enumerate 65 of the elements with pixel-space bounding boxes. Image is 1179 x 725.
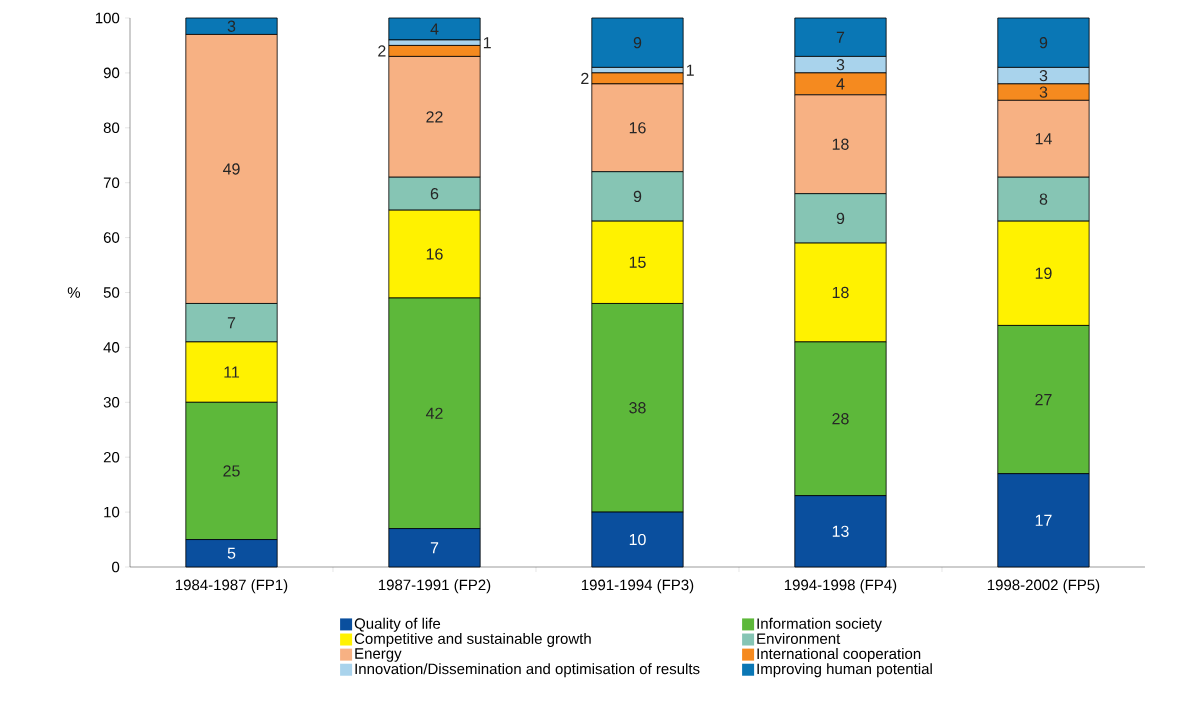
bar bbox=[388, 17, 481, 41]
data-label: 13 bbox=[832, 525, 849, 537]
data-label: 42 bbox=[425, 407, 443, 419]
data-label: 49 bbox=[222, 163, 240, 175]
data-label: 6 bbox=[430, 188, 439, 200]
legend-label: Innovation/Dissemination and optimisation of results bbox=[355, 663, 700, 678]
y-tick-label: 90 bbox=[103, 67, 120, 79]
data-label: 4 bbox=[836, 78, 845, 90]
legend-label: Competitive and sustainable growth bbox=[354, 632, 591, 647]
data-label: 14 bbox=[1035, 133, 1052, 145]
data-label: 28 bbox=[832, 413, 849, 425]
legend-label: Quality of life bbox=[354, 617, 441, 632]
y-tick-label: 50 bbox=[103, 287, 120, 298]
data-label: 3 bbox=[836, 58, 845, 71]
y-tick-label: 40 bbox=[103, 342, 120, 353]
data-label: 11 bbox=[224, 366, 240, 378]
legend-label: Energy bbox=[355, 648, 402, 662]
data-label: 1 bbox=[483, 37, 491, 49]
data-label: 2 bbox=[581, 72, 589, 84]
data-label: 9 bbox=[633, 37, 642, 49]
data-label: 38 bbox=[629, 402, 646, 414]
y-axis-title: % bbox=[67, 287, 81, 298]
data-label: 17 bbox=[1035, 514, 1052, 526]
data-label: 7 bbox=[227, 317, 236, 329]
data-label: 19 bbox=[1035, 267, 1052, 279]
x-tick-label: 1987-1991 (FP2) bbox=[378, 579, 491, 594]
y-tick-label: 100 bbox=[95, 12, 120, 24]
y-tick-label: 0 bbox=[112, 561, 120, 573]
data-label: 7 bbox=[430, 542, 439, 554]
data-label: 3 bbox=[1039, 69, 1048, 82]
data-label: 18 bbox=[832, 138, 849, 150]
y-tick-label: 60 bbox=[103, 232, 120, 243]
legend-label: Improving human potential bbox=[757, 663, 932, 678]
legend-label: International cooperation bbox=[757, 648, 921, 663]
x-tick-label: 1998-2002 (FP5) bbox=[987, 579, 1100, 594]
data-label: 5 bbox=[227, 547, 236, 559]
bar bbox=[591, 17, 684, 68]
data-label: 2 bbox=[378, 45, 386, 57]
x-tick-label: 1991-1994 (FP3) bbox=[581, 579, 694, 594]
data-label: 4 bbox=[430, 23, 439, 35]
data-label: 9 bbox=[1039, 37, 1048, 49]
data-label: 3 bbox=[1039, 86, 1048, 98]
data-label: 3 bbox=[227, 20, 236, 32]
data-label: 10 bbox=[629, 533, 646, 546]
data-label: 9 bbox=[633, 190, 642, 203]
legend-label: Information society bbox=[757, 617, 882, 632]
y-tick-label: 80 bbox=[103, 122, 120, 134]
data-label: 1 bbox=[686, 64, 694, 76]
data-label: 15 bbox=[629, 256, 646, 268]
data-label: 7 bbox=[836, 31, 845, 43]
y-tick-label: 30 bbox=[103, 396, 120, 408]
x-tick-label: 1994-1998 (FP4) bbox=[784, 579, 897, 594]
data-label: 16 bbox=[629, 122, 646, 134]
data-label: 22 bbox=[426, 111, 443, 123]
legend-label: Environment bbox=[757, 632, 841, 644]
y-tick-label: 10 bbox=[104, 506, 120, 518]
y-tick-label: 70 bbox=[103, 177, 120, 188]
data-label: 18 bbox=[832, 286, 849, 299]
data-label: 27 bbox=[1035, 393, 1052, 406]
y-tick-label: 20 bbox=[103, 451, 120, 463]
data-label: 16 bbox=[426, 248, 443, 260]
x-tick-label: 1984-1987 (FP1) bbox=[175, 579, 288, 594]
data-label: 9 bbox=[836, 212, 845, 225]
data-label: 25 bbox=[223, 465, 240, 477]
data-label: 8 bbox=[1039, 193, 1048, 205]
